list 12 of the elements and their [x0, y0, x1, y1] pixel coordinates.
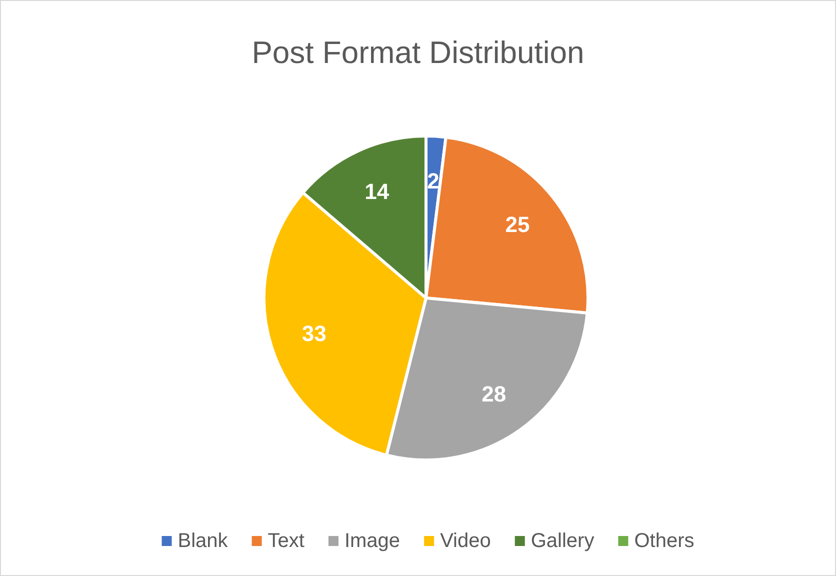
data-label: 33 [302, 321, 326, 346]
legend-label: Blank [178, 530, 229, 552]
legend-label: Others [634, 530, 694, 552]
legend-label: Text [268, 530, 305, 552]
data-label: 14 [364, 178, 390, 204]
data-label: 28 [482, 381, 506, 406]
data-label: 25 [505, 212, 530, 237]
chart-title: Post Format Distribution [252, 35, 584, 70]
legend-label: Video [440, 530, 491, 552]
data-label: 2 [427, 168, 440, 194]
legend-label: Gallery [530, 530, 594, 552]
legend-label: Image [344, 530, 400, 552]
